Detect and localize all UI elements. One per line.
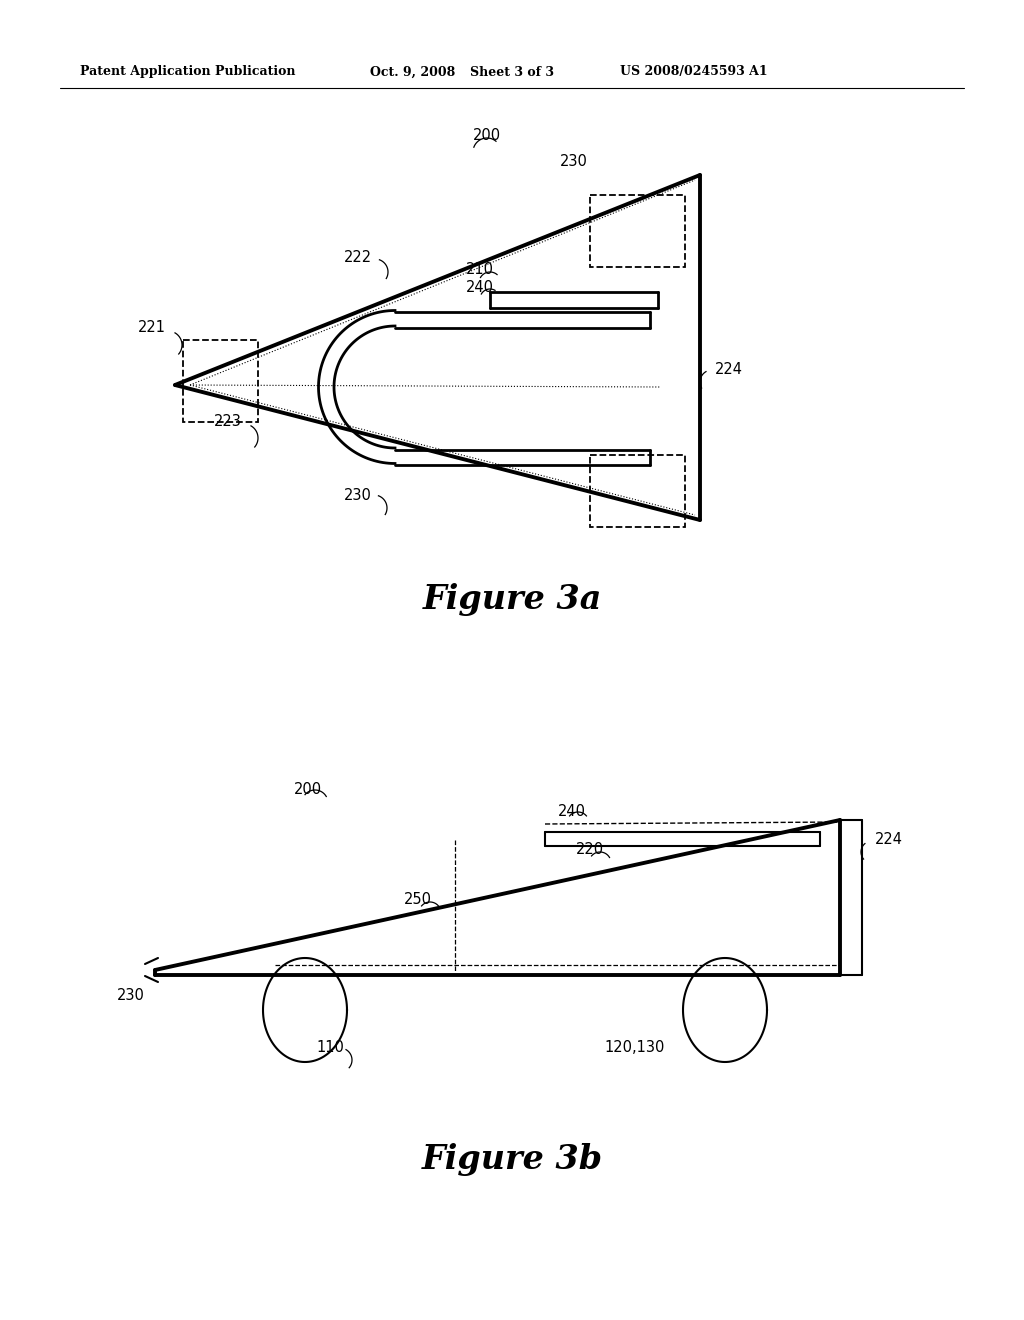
Text: 230: 230	[560, 154, 588, 169]
Bar	[590, 455, 685, 527]
Text: US 2008/0245593 A1: US 2008/0245593 A1	[620, 66, 768, 78]
Text: 200: 200	[473, 128, 501, 143]
Text: 230: 230	[344, 487, 372, 503]
Text: 200: 200	[294, 783, 323, 797]
Text: 221: 221	[138, 321, 166, 335]
Text: 230: 230	[117, 987, 145, 1002]
Text: 250: 250	[404, 892, 432, 908]
Text: 210: 210	[466, 263, 494, 277]
Bar	[590, 195, 685, 267]
Text: 120,130: 120,130	[605, 1040, 666, 1056]
Text: Figure 3b: Figure 3b	[422, 1143, 602, 1176]
Text: 224: 224	[874, 833, 903, 847]
Text: 110: 110	[316, 1040, 344, 1056]
Text: Figure 3a: Figure 3a	[422, 583, 602, 616]
Text: 224: 224	[715, 363, 743, 378]
Text: Patent Application Publication: Patent Application Publication	[80, 66, 296, 78]
Text: 240: 240	[466, 281, 494, 296]
Bar	[183, 341, 258, 422]
Text: Oct. 9, 2008: Oct. 9, 2008	[370, 66, 456, 78]
Text: 223: 223	[214, 414, 242, 429]
Text: 222: 222	[344, 251, 372, 265]
Text: 220: 220	[575, 842, 604, 858]
Text: 240: 240	[558, 804, 586, 820]
Text: Sheet 3 of 3: Sheet 3 of 3	[470, 66, 554, 78]
